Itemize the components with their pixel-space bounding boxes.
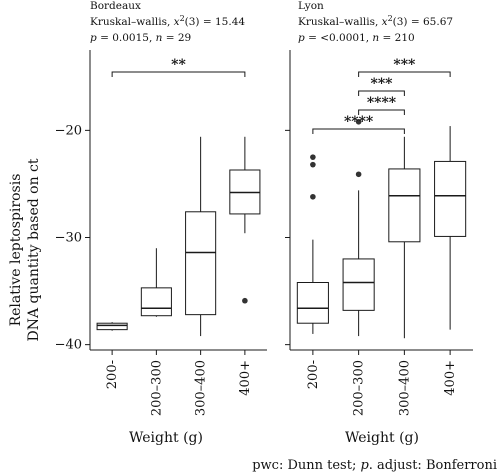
test-symbol-bordeaux: x xyxy=(174,16,180,28)
p-label-bordeaux: p xyxy=(90,32,97,44)
comparison-bracket: **** xyxy=(312,114,405,134)
y-axis-title: Relative leptospirosis DNA quantity base… xyxy=(8,158,42,341)
caption-post: . adjust: Bonferroni xyxy=(369,458,497,473)
box-iqr xyxy=(434,160,467,237)
box-iqr xyxy=(388,168,421,243)
panel-lyon: 200- 200–300 300–400 400+************** xyxy=(285,50,473,416)
significance-label: *** xyxy=(393,57,416,73)
outlier-point xyxy=(242,297,248,304)
caption: pwc: Dunn test; p. adjust: Bonferroni xyxy=(252,458,497,473)
caption-p: p xyxy=(360,458,369,473)
significance-label: ** xyxy=(171,57,186,73)
bracket-line xyxy=(358,71,451,77)
bracket-line xyxy=(111,71,246,77)
test-superscript-lyon: 2 xyxy=(388,14,393,23)
comparison-bracket: **** xyxy=(358,95,405,115)
outlier-point xyxy=(310,154,316,160)
x-axis-title-bordeaux: Weight (g) xyxy=(129,430,203,446)
outlier-point xyxy=(310,193,316,200)
bracket-line xyxy=(358,109,405,115)
y-axis-title-line2: DNA quantity based on ct xyxy=(26,158,42,341)
facet-title-lyon: Lyon xyxy=(298,0,324,12)
bracket-line xyxy=(312,128,405,134)
box-bordeaux-4 xyxy=(229,136,261,304)
box-iqr xyxy=(185,211,217,316)
n-value-bordeaux: = 29 xyxy=(162,32,191,44)
y-tick-label: −30 xyxy=(55,231,82,246)
bracket-line xyxy=(358,90,405,96)
test-value-bordeaux: = 15.44 xyxy=(200,16,246,28)
test-df-lyon: (3) xyxy=(393,16,408,28)
x-tick-label: 300–400 xyxy=(397,360,412,416)
x-tick-label: 300–400 xyxy=(194,360,209,416)
x-tick-label: 200- xyxy=(306,360,321,389)
significance-label: **** xyxy=(367,95,397,111)
comparison-bracket: *** xyxy=(358,76,405,96)
test-stat-lyon: Kruskal–wallis, x2(3) = 65.67 xyxy=(298,14,453,28)
n-value-lyon: = 210 xyxy=(379,32,415,44)
box-lyon-2 xyxy=(342,118,375,337)
box-iqr xyxy=(140,287,172,317)
box-lyon-3 xyxy=(388,136,421,339)
box-iqr xyxy=(96,322,128,331)
x-axis-title-lyon: Weight (g) xyxy=(345,430,419,446)
x-tick-label: 400+ xyxy=(238,360,253,396)
comparison-bracket: *** xyxy=(358,57,451,77)
y-tick-label: −40 xyxy=(55,338,82,353)
test-df-bordeaux: (3) xyxy=(185,16,200,28)
n-label-lyon: n xyxy=(372,32,379,44)
box-lyon-4 xyxy=(434,126,467,330)
outlier-point xyxy=(355,118,362,125)
facet-title-bordeaux: Bordeaux xyxy=(90,0,141,12)
y-tick-label: −20 xyxy=(55,123,82,138)
box-iqr xyxy=(296,282,329,324)
significance-label: **** xyxy=(344,114,374,130)
panel-bordeaux: −20 −30 −40 200- 200–300 300–400 400+ ** xyxy=(55,50,267,416)
x-tick-label: 400+ xyxy=(443,360,458,396)
comparison-bracket: ** xyxy=(111,57,246,77)
x-tick-label: 200- xyxy=(105,360,120,389)
box-bordeaux-2 xyxy=(140,248,172,317)
x-tick-label: 200–300 xyxy=(149,360,164,416)
test-stat-bordeaux: Kruskal–wallis, x2(3) = 15.44 xyxy=(90,14,245,28)
test-superscript-bordeaux: 2 xyxy=(180,14,185,23)
box-iqr xyxy=(342,258,375,311)
outlier-point xyxy=(355,171,362,178)
test-name-bordeaux: Kruskal–wallis, xyxy=(90,16,174,28)
p-value-lyon: = <0.0001, xyxy=(305,32,373,44)
p-label-lyon: p xyxy=(298,32,305,44)
test-pn-lyon: p = <0.0001, n = 210 xyxy=(298,32,415,44)
y-axis-title-line1: Relative leptospirosis xyxy=(8,174,24,327)
x-tick-label: 200–300 xyxy=(352,360,367,416)
test-symbol-lyon: x xyxy=(382,16,388,28)
n-label-bordeaux: n xyxy=(156,32,163,44)
outlier-point xyxy=(310,161,316,168)
caption-pre: pwc: Dunn test; xyxy=(252,458,360,473)
p-value-bordeaux: = 0.0015, xyxy=(97,32,156,44)
test-name-lyon: Kruskal–wallis, xyxy=(298,16,382,28)
test-value-lyon: = 65.67 xyxy=(408,16,454,28)
test-pn-bordeaux: p = 0.0015, n = 29 xyxy=(90,32,191,44)
significance-label: *** xyxy=(371,76,394,92)
box-lyon-1 xyxy=(296,154,329,334)
box-bordeaux-1 xyxy=(96,322,128,331)
box-bordeaux-3 xyxy=(185,136,217,337)
